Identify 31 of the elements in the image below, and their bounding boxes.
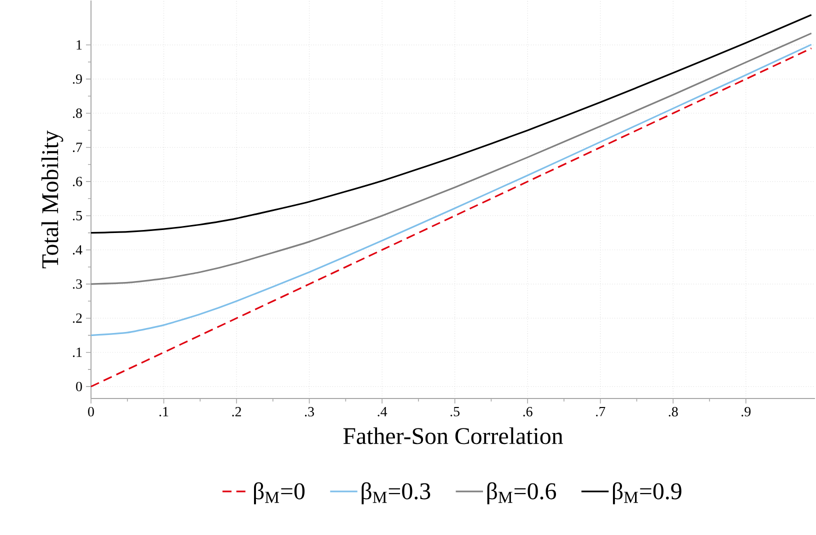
x-tick-label: .7	[596, 407, 606, 417]
legend-label: β$_{M}$=0.3	[362, 482, 430, 504]
x-tick-label: .5	[450, 407, 460, 417]
x-tick-label: .3	[304, 407, 314, 417]
x-tick-label: .4	[378, 407, 388, 417]
line-series	[90, 32, 812, 286]
line-series	[90, 48, 812, 388]
y-tick-label: .4	[72, 245, 82, 255]
y-tick-label: .5	[72, 211, 82, 221]
x-tick-label: .8	[668, 407, 678, 417]
y-tick-label: 1	[76, 40, 82, 50]
legend-label: β$_{M}$=0.6	[487, 482, 556, 504]
y-axis-title: Total Mobility	[41, 130, 64, 269]
x-tick-label: .2	[232, 407, 241, 417]
y-tick-label: 0	[76, 382, 82, 392]
line-series	[90, 44, 812, 336]
y-tick-label: .8	[72, 108, 82, 118]
line-series	[90, 14, 812, 234]
x-tick-label: .1	[159, 407, 168, 417]
x-tick-label: 0	[88, 407, 94, 417]
x-tick-label: .6	[523, 407, 532, 417]
y-tick-label: .6	[72, 177, 82, 187]
x-tick-label: .9	[742, 407, 751, 417]
y-tick-label: .7	[72, 142, 82, 152]
x-axis-title: Father-Son Correlation	[343, 428, 563, 444]
legend-label: β$_{M}$=0	[254, 482, 305, 504]
y-tick-label: .9	[72, 74, 82, 84]
y-tick-label: .2	[72, 314, 82, 324]
y-tick-label: .1	[72, 348, 82, 358]
legend-label: β$_{M}$=0.9	[612, 482, 682, 504]
y-tick-label: .3	[72, 280, 82, 290]
